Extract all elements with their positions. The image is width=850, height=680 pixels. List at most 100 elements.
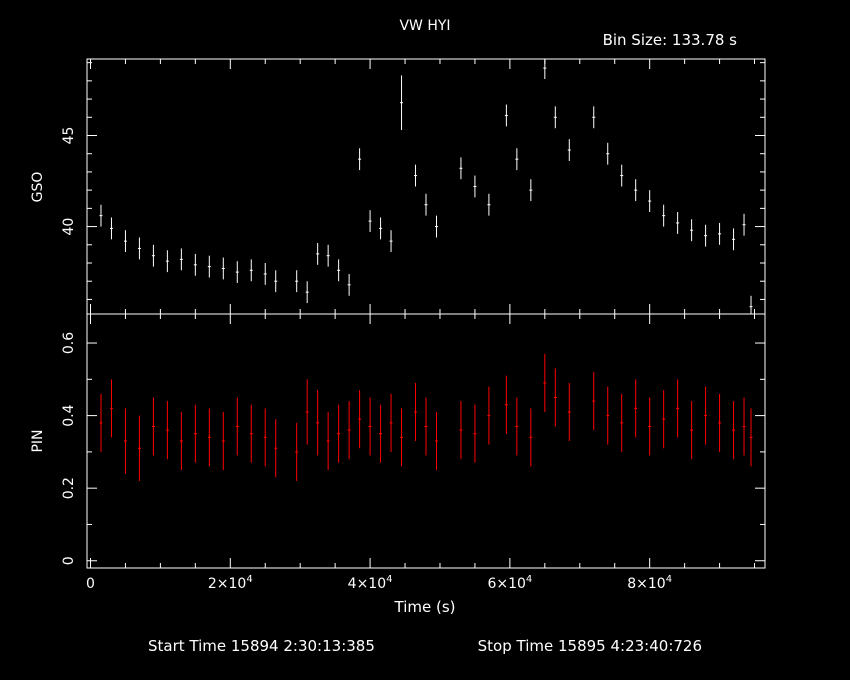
pin-series <box>99 353 753 481</box>
pin-data-point <box>347 401 351 460</box>
pin-data-point <box>379 404 383 463</box>
pin-data-point <box>662 390 666 449</box>
gso-data-point <box>606 142 610 165</box>
pin-data-point <box>137 415 141 481</box>
gso-data-point <box>235 261 239 284</box>
pin-data-point <box>620 393 624 452</box>
pin-data-point <box>424 397 428 456</box>
gso-ytick-label: 40 <box>61 218 77 236</box>
gso-data-point <box>99 204 103 227</box>
x-tick-label: 8×104 <box>627 574 672 592</box>
pin-axis-label: PIN <box>30 429 46 452</box>
gso-data-point <box>165 250 169 273</box>
pin-ytick-label: 0.2 <box>61 477 77 499</box>
x-axis-label: Time (s) <box>394 598 456 616</box>
gso-data-point <box>305 281 309 304</box>
pin-data-point <box>368 397 372 456</box>
gso-data-point <box>274 270 278 293</box>
gso-data-point <box>316 242 320 265</box>
pin-data-point <box>704 386 708 445</box>
gso-data-point <box>389 230 393 253</box>
gso-data-point <box>347 273 351 296</box>
gso-ytick-label: 45 <box>61 127 77 145</box>
pin-ytick-label: 0 <box>61 556 77 565</box>
pin-data-point <box>473 404 477 463</box>
gso-series <box>99 59 753 314</box>
pin-data-point <box>165 401 169 460</box>
gso-panel: 40 45 GSO <box>30 58 766 315</box>
gso-data-point <box>473 175 477 198</box>
pin-data-point <box>634 379 638 438</box>
gso-data-point <box>400 75 404 131</box>
pin-data-point <box>732 401 736 460</box>
chart-title: VW HYI <box>399 18 450 34</box>
pin-data-point <box>305 379 309 445</box>
gso-data-point <box>567 139 571 161</box>
pin-data-point <box>193 404 197 463</box>
pin-data-point <box>207 408 211 467</box>
gso-data-point <box>742 213 746 236</box>
pin-data-point <box>504 375 508 434</box>
pin-data-point <box>676 379 680 438</box>
pin-data-point <box>543 353 547 412</box>
gso-axis-ticks: 40 45 <box>61 59 765 314</box>
x-tick-label: 2×104 <box>208 574 253 592</box>
gso-data-point <box>207 255 211 278</box>
pin-data-point <box>690 401 694 460</box>
gso-data-point <box>249 259 253 282</box>
pin-plot-frame <box>86 313 766 569</box>
pin-data-point <box>123 408 127 474</box>
gso-data-point <box>326 244 330 267</box>
pin-data-point <box>459 401 463 460</box>
stop-time-label: Stop Time 15895 4:23:40:726 <box>478 637 702 655</box>
gso-data-point <box>592 106 596 129</box>
pin-data-point <box>99 393 103 452</box>
gso-data-point <box>368 210 372 233</box>
gso-data-point <box>676 212 680 234</box>
gso-axis-label: GSO <box>30 172 46 203</box>
gso-data-point <box>434 215 438 238</box>
gso-data-point <box>487 193 491 216</box>
pin-data-point <box>179 411 183 471</box>
gso-data-point <box>358 148 362 171</box>
bin-size-label: Bin Size: 133.78 s <box>603 31 738 49</box>
pin-data-point <box>274 419 278 478</box>
gso-data-point <box>414 164 418 187</box>
gso-data-point <box>337 259 341 282</box>
gso-data-point <box>704 224 708 247</box>
gso-data-point <box>151 244 155 267</box>
pin-data-point <box>742 397 746 456</box>
pin-data-point <box>434 411 438 471</box>
pin-panel: 0 0.2 0.4 0.6 0 2×104 4×104 6×104 8×104 PIN <box>30 313 766 592</box>
gso-data-point <box>123 230 127 253</box>
gso-data-point <box>109 217 113 240</box>
start-time-label: Start Time 15894 2:30:13:385 <box>148 637 375 655</box>
gso-data-point <box>529 179 533 202</box>
gso-data-point <box>732 228 736 251</box>
pin-data-point <box>263 408 267 467</box>
gso-data-point <box>543 59 547 80</box>
gso-data-point <box>718 222 722 245</box>
pin-axis-ticks: 0 0.2 0.4 0.6 0 2×104 4×104 6×104 8×104 <box>61 314 765 592</box>
pin-data-point <box>326 411 330 471</box>
gso-data-point <box>137 237 141 260</box>
pin-data-point <box>151 397 155 456</box>
gso-data-point <box>263 263 267 285</box>
pin-data-point <box>358 390 362 449</box>
pin-data-point <box>529 408 533 467</box>
pin-ytick-label: 0.4 <box>61 404 77 426</box>
pin-data-point <box>606 386 610 445</box>
gso-data-point <box>749 295 753 314</box>
pin-data-point <box>567 382 571 441</box>
x-tick-label: 6×104 <box>487 574 532 592</box>
gso-data-point <box>515 148 519 171</box>
pin-data-point <box>553 368 557 427</box>
pin-data-point <box>400 408 404 467</box>
pin-data-point <box>249 404 253 463</box>
gso-data-point <box>634 179 638 202</box>
pin-data-point <box>337 404 341 463</box>
pin-data-point <box>221 411 225 471</box>
pin-data-point <box>592 372 596 431</box>
gso-plot-frame <box>86 58 766 315</box>
